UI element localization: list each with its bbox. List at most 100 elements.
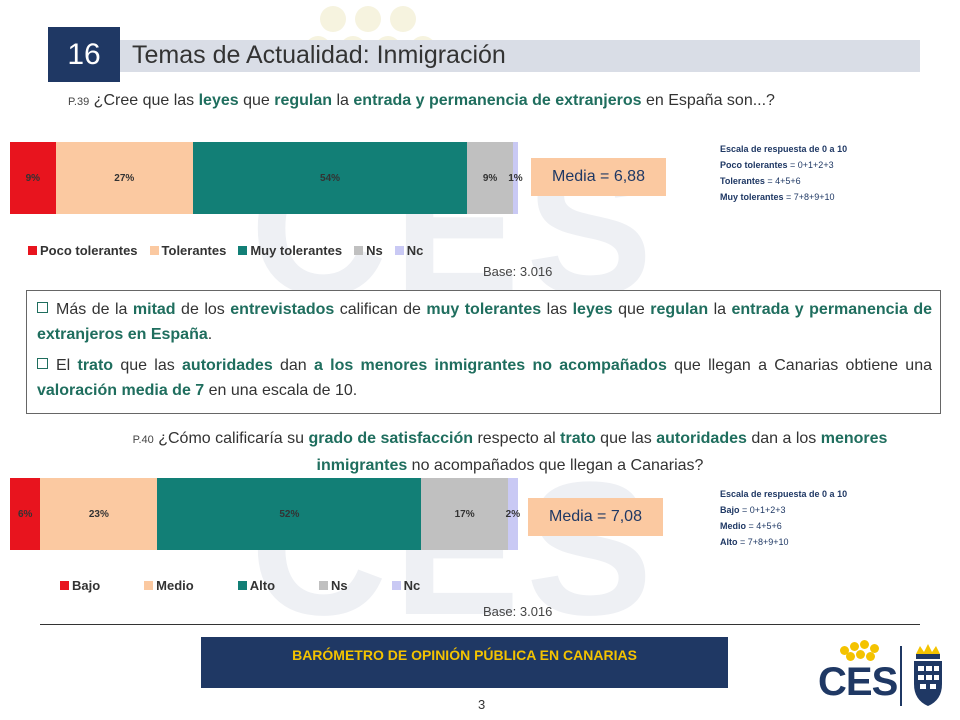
summary-segment: valoración media de 7 <box>37 382 205 399</box>
legend-item: Ns <box>354 243 383 258</box>
scale-lines: Poco tolerantes = 0+1+2+3 Tolerantes = 4+… <box>720 157 847 205</box>
data-label: 1% <box>508 172 523 184</box>
legend-item: Medio <box>144 578 194 593</box>
legend-item: Muy tolerantes <box>238 243 342 258</box>
question-code: P.39 <box>68 96 90 108</box>
summary-segment: las <box>541 301 573 318</box>
media-box-p39: Media = 6,88 <box>531 158 666 196</box>
page-number: 3 <box>478 697 486 712</box>
legend-p39: Poco tolerantes Tolerantes Muy tolerantes N… <box>28 243 435 258</box>
scale-rule: = 4+5+6 <box>764 176 801 186</box>
summary-segment: la <box>708 301 732 318</box>
checkbox-bullet-icon <box>37 302 48 313</box>
summary-segment: a los menores inmigrantes no acompañados <box>313 357 667 374</box>
legend-swatch <box>60 581 69 590</box>
scale-line: Alto = 7+8+9+10 <box>720 534 847 550</box>
data-label: 27% <box>114 172 135 184</box>
summary-segment: autoridades <box>182 357 273 374</box>
scale-rule: = 0+1+2+3 <box>739 505 786 515</box>
legend-swatch <box>237 581 247 590</box>
summary-bullet: Más de la mitad de los entrevistados cal… <box>37 297 932 347</box>
scale-line: Tolerantes = 4+5+6 <box>720 173 847 189</box>
legend-label: Tolerantes <box>161 243 227 258</box>
media-box-p40: Media = 7,08 <box>528 498 663 536</box>
logo-dots-icon <box>840 640 880 661</box>
scale-category: Muy tolerantes <box>720 192 784 202</box>
data-label: 9% <box>482 172 498 184</box>
summary-segment: regulan <box>650 301 709 318</box>
scale-line: Bajo = 0+1+2+3 <box>720 502 847 518</box>
stacked-bar-p40: 6% 23% 52% 17% 2% <box>10 478 520 550</box>
summary-segment: Más de la <box>56 301 133 318</box>
bar-segment: 2% <box>506 478 520 550</box>
legend-label: Ns <box>331 578 348 593</box>
question-segment: que las <box>595 430 657 447</box>
question-segment: la <box>332 92 354 109</box>
section-number: 16 <box>48 27 120 82</box>
legend-label: Bajo <box>72 578 101 593</box>
summary-segment: en una escala de 10. <box>204 382 358 399</box>
legend-item: Poco tolerantes <box>28 243 138 258</box>
question-segment: trato <box>560 430 596 447</box>
legend-item: Alto <box>237 578 275 593</box>
question-segment: que <box>238 92 275 109</box>
legend-item: Ns <box>319 578 348 593</box>
footer-title: BARÓMETRO DE OPINIÓN PÚBLICA EN CANARIAS <box>292 647 637 663</box>
scale-rule: = 7+8+9+10 <box>737 537 789 547</box>
logo-text: CES <box>818 660 898 704</box>
scale-category: Poco tolerantes <box>720 160 788 170</box>
data-label: 17% <box>454 508 475 520</box>
bar-segment: 6% <box>10 478 41 550</box>
summary-segment: leyes <box>572 301 613 318</box>
legend-label: Ns <box>366 243 383 258</box>
question-segment: autoridades <box>656 430 747 447</box>
question-segment: menores inmigrantes <box>316 430 888 474</box>
question-segment: ¿Cómo calificaría su <box>153 430 309 447</box>
legend-swatch <box>354 246 364 255</box>
legend-swatch <box>319 581 329 590</box>
footer-divider <box>40 624 920 625</box>
scale-category: Tolerantes <box>720 176 765 186</box>
title-bar <box>120 40 920 72</box>
question-p39: P.39 ¿Cree que las leyes que regulan la … <box>68 88 928 115</box>
data-label: 9% <box>25 172 41 184</box>
question-segment: ¿Cree que las <box>89 92 199 109</box>
scale-category: Alto <box>720 537 738 547</box>
summary-segment: entrevistados <box>230 301 335 318</box>
scale-title: Escala de respuesta de 0 a 10 <box>720 489 848 499</box>
legend-label: Medio <box>156 578 194 593</box>
scale-line: Muy tolerantes = 7+8+9+10 <box>720 189 847 205</box>
legend-p40: Bajo Medio Alto Ns Nc <box>60 578 464 593</box>
bar-segment: 9% <box>467 142 513 214</box>
summary-segment: . <box>207 326 213 343</box>
legend-swatch <box>28 246 37 255</box>
legend-swatch <box>149 246 159 255</box>
legend-label: Poco tolerantes <box>40 243 138 258</box>
legend-item: Nc <box>394 243 424 258</box>
coat-of-arms-icon <box>914 644 942 706</box>
scale-rule: = 0+1+2+3 <box>787 160 834 170</box>
bar-segment: 9% <box>10 142 56 214</box>
logo-separator <box>900 646 902 706</box>
base-p39: Base: 3.016 <box>483 264 553 279</box>
summary-segment: dan <box>272 357 314 374</box>
summary-segment: que llegan a Canarias obtiene una <box>666 357 933 374</box>
question-segment: dan a los <box>746 430 821 447</box>
scale-rule: = 7+8+9+10 <box>783 192 835 202</box>
scale-rule: = 4+5+6 <box>746 521 782 531</box>
legend-swatch <box>144 581 154 590</box>
footer-banner <box>201 637 728 688</box>
question-segment: en España son...? <box>641 92 775 109</box>
stacked-bar-p39: 9% 27% 54% 9% 1% <box>10 142 523 214</box>
data-label: 23% <box>88 508 109 520</box>
scale-note-p39: Escala de respuesta de 0 a 10 Poco toler… <box>720 141 847 205</box>
data-label: 54% <box>320 172 341 184</box>
scale-category: Bajo <box>720 505 740 515</box>
question-text: ¿Cómo calificaría su grado de satisfacci… <box>153 430 888 474</box>
legend-label: Nc <box>406 243 424 258</box>
summary-bullet: El trato que las autoridades dan a los m… <box>37 353 932 403</box>
legend-label: Muy tolerantes <box>250 243 343 258</box>
bar-segment: 52% <box>157 478 422 550</box>
legend-item: Tolerantes <box>149 243 227 258</box>
summary-segment: que <box>612 301 651 318</box>
